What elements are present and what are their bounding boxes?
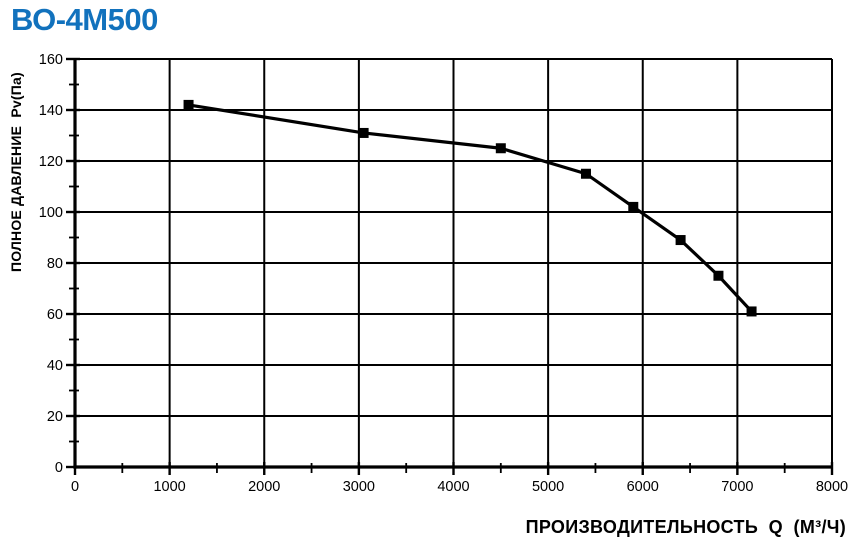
data-point-marker xyxy=(495,143,506,154)
x-tick-label: 2000 xyxy=(248,479,280,495)
y-tick-label: 160 xyxy=(39,52,63,68)
y-tick-label: 60 xyxy=(47,307,63,323)
x-tick-label: 5000 xyxy=(532,479,564,495)
data-point-marker xyxy=(746,306,757,317)
series-line xyxy=(186,103,754,314)
data-point-marker xyxy=(713,270,724,281)
y-tick-label: 20 xyxy=(47,409,63,425)
chart-title: ВО-4М500 xyxy=(11,2,158,37)
data-point-marker xyxy=(628,201,639,212)
x-tick-label: 8000 xyxy=(816,479,848,495)
x-tick-label: 1000 xyxy=(153,479,185,495)
data-point-marker xyxy=(183,99,194,110)
y-tick-label: 40 xyxy=(47,358,63,374)
y-tick-label: 120 xyxy=(39,154,63,170)
data-point-marker xyxy=(675,235,686,246)
data-point-marker xyxy=(358,127,369,138)
y-tick-label: 80 xyxy=(47,256,63,272)
x-tick-label: 6000 xyxy=(627,479,659,495)
y-tick-label: 100 xyxy=(39,205,63,221)
y-tick-label: 140 xyxy=(39,103,63,119)
x-axis-title: ПРОИЗВОДИТЕЛЬНОСТЬ Q (М³/Ч) xyxy=(525,517,846,537)
x-tick-label: 3000 xyxy=(343,479,375,495)
x-tick-label: 0 xyxy=(71,479,79,495)
y-tick-label: 0 xyxy=(55,460,63,476)
y-axis-title: ПОЛНОЕ ДАВЛЕНИЕ Pv(Па) xyxy=(8,72,24,272)
data-point-marker xyxy=(580,168,591,179)
x-tick-label: 7000 xyxy=(721,479,753,495)
x-tick-label: 4000 xyxy=(437,479,469,495)
